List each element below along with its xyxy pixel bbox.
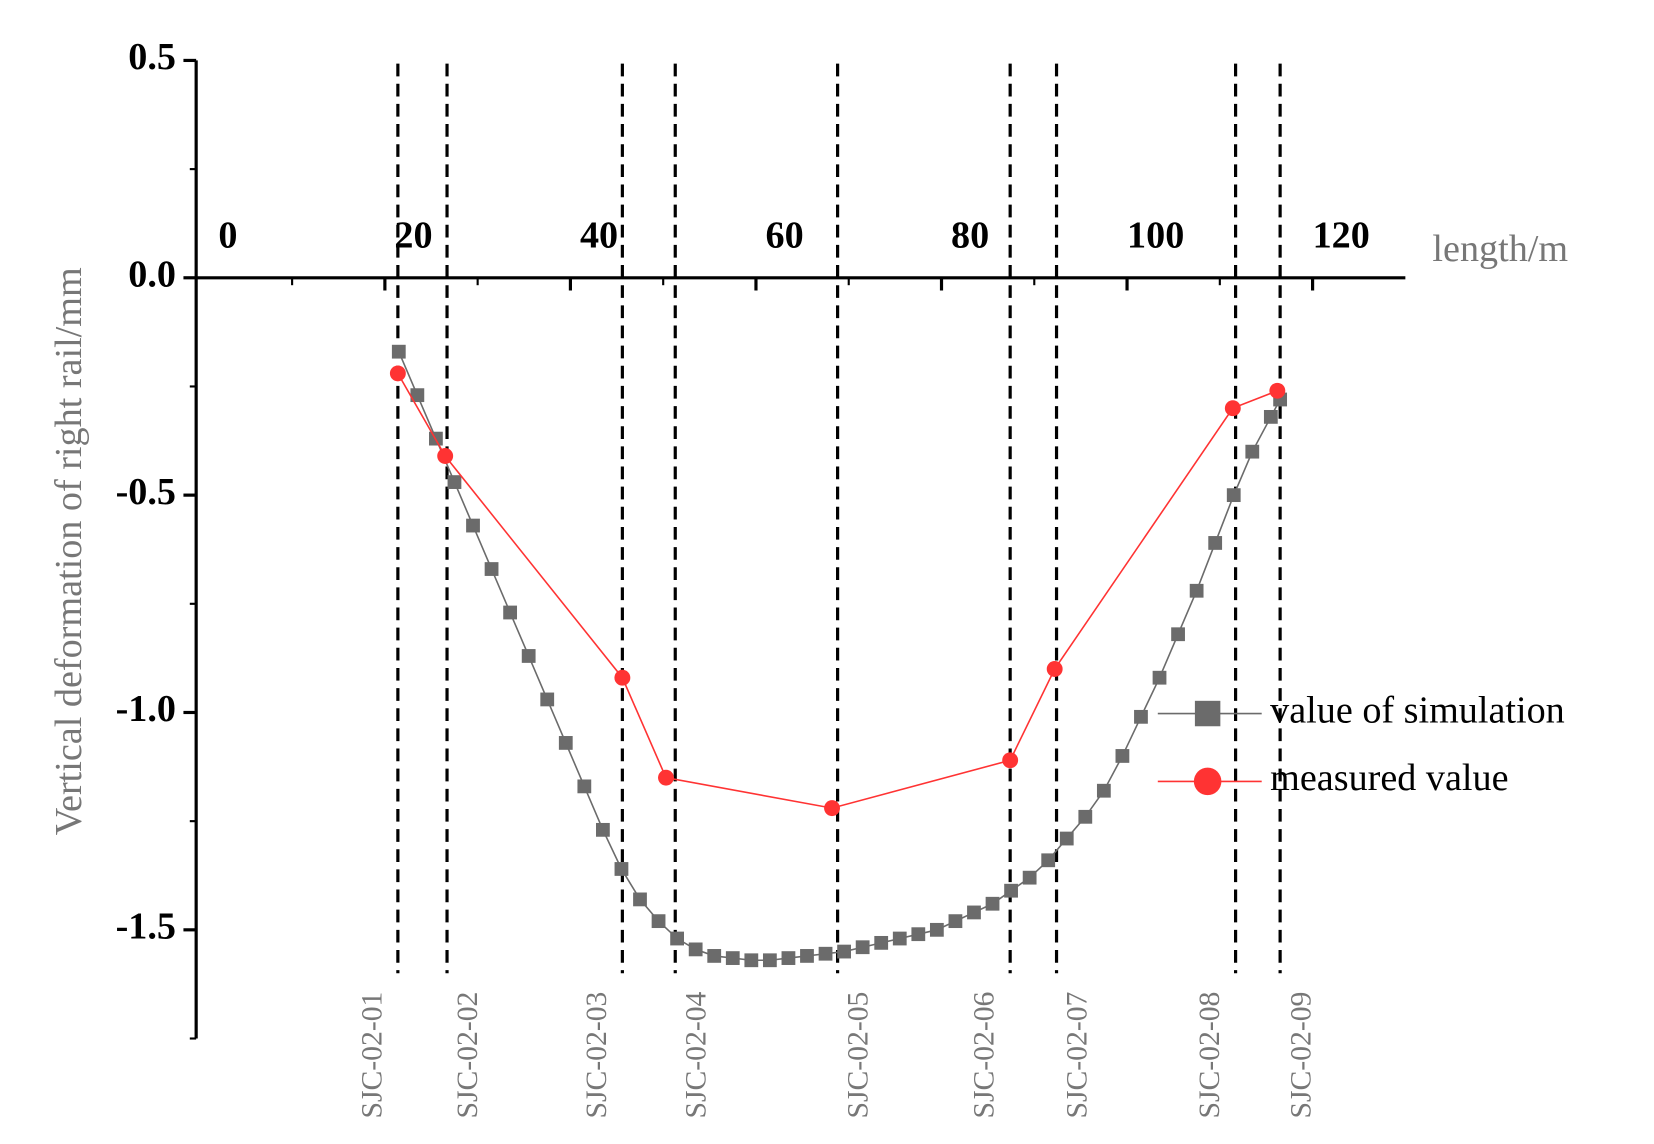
marker [967,905,981,920]
reference-label: SJC-02-06 [969,992,1001,1119]
reference-label: SJC-02-02 [452,992,484,1119]
y-tick-label: 0.5 [128,36,176,78]
x-tick-label: 120 [1313,214,1370,256]
marker [744,953,759,968]
marker [762,953,777,968]
marker [1041,853,1056,868]
marker [503,605,518,620]
marker [596,822,610,837]
marker [929,922,944,937]
marker [614,669,631,686]
y-tick-label: 0.0 [128,254,176,296]
marker [781,951,796,965]
x-tick-label: 0 [218,214,237,256]
marker [447,475,462,489]
y-tick-label: -0.5 [116,471,176,513]
x-tick-label: 20 [394,214,432,256]
marker [688,942,703,957]
marker [437,448,454,464]
marker [874,935,889,950]
marker [1002,752,1019,769]
marker [577,779,592,794]
reference-label: SJC-02-03 [581,992,613,1119]
marker [521,649,536,663]
y-tick-label: -1.0 [116,688,176,730]
marker [389,365,406,382]
y-axis-title: Vertical deformation of right rail/mm [48,267,90,835]
marker [1096,783,1111,798]
marker [855,940,870,955]
marker [558,736,573,750]
reference-label: SJC-02-05 [843,992,875,1119]
marker [1134,709,1148,724]
x-tick-label: 80 [951,214,989,256]
marker [614,862,629,876]
marker [1046,661,1063,677]
marker [1004,883,1018,898]
marker [1245,444,1260,459]
marker [725,951,740,965]
legend-marker [1194,700,1221,727]
x-tick-label: 100 [1127,214,1184,256]
x-tick-label: 60 [766,214,804,256]
legend-label: measured value [1270,757,1508,799]
x-tick-label: 40 [580,214,618,256]
marker [837,944,851,959]
legend-label: value of simulation [1270,689,1565,731]
reference-label: SJC-02-08 [1194,992,1226,1119]
marker [1078,809,1093,824]
marker [985,896,1000,911]
marker [824,800,840,817]
marker [466,518,480,533]
marker [484,562,499,576]
marker [800,949,814,963]
marker [892,931,907,946]
marker [1189,583,1204,598]
marker [1263,409,1278,424]
legend-marker [1193,767,1222,796]
marker [1269,382,1286,399]
marker [658,769,674,786]
marker [1226,488,1241,503]
marker [670,931,684,946]
reference-label: SJC-02-04 [680,991,712,1118]
marker [633,892,647,907]
marker [1022,870,1037,885]
marker [410,388,425,403]
marker [1171,627,1185,642]
marker [818,946,833,961]
reference-label: SJC-02-09 [1285,992,1317,1119]
marker [707,949,722,963]
marker [540,692,555,707]
marker [1059,831,1074,846]
marker [1115,749,1130,763]
marker [651,914,666,929]
marker [391,344,406,359]
x-axis-title: length/m [1432,228,1568,270]
marker [911,927,926,942]
reference-label: SJC-02-07 [1062,992,1094,1119]
marker [948,914,963,929]
marker [1152,670,1167,685]
marker [1224,400,1241,417]
y-tick-label: -1.5 [116,906,176,948]
marker [1208,536,1223,550]
reference-label: SJC-02-01 [356,992,388,1119]
